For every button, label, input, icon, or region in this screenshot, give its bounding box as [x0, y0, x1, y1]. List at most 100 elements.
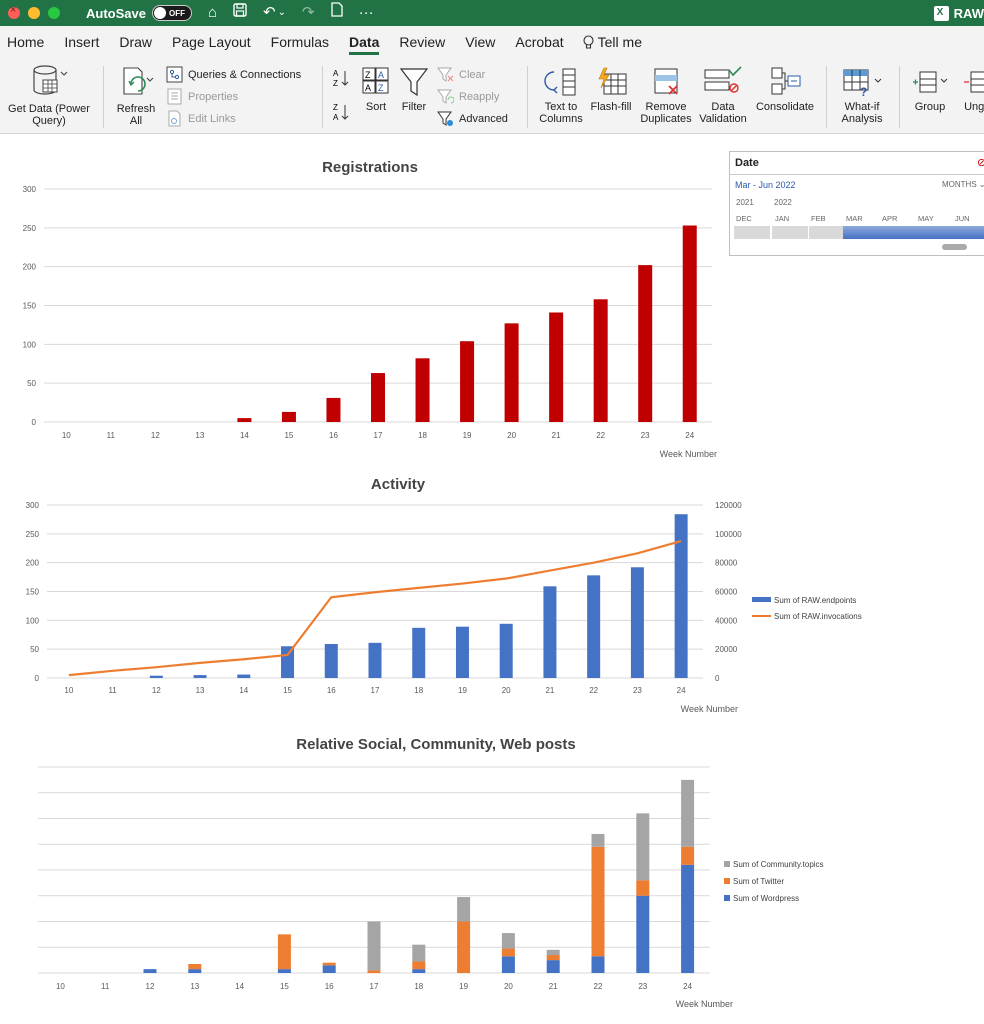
flash-fill-icon	[598, 67, 627, 95]
toggle-knob	[153, 7, 166, 19]
endpoints-bar	[412, 627, 426, 678]
slicer-scrollbar[interactable]	[942, 244, 967, 250]
edit-links-label: Edit Links	[188, 112, 236, 125]
window-controls	[8, 4, 60, 19]
excel-icon	[933, 5, 949, 21]
x-tick-label: 17	[374, 431, 383, 440]
flash-fill-button[interactable]: Flash-fill	[586, 66, 636, 113]
text-to-columns-button[interactable]: Text to Columns	[535, 66, 587, 125]
undo-dropdown-icon[interactable]: ⌄	[277, 7, 286, 18]
slicer-selected-range[interactable]	[843, 226, 984, 239]
undo-icon[interactable]: ↶	[263, 4, 276, 21]
slicer-cell-jan[interactable]	[772, 226, 808, 239]
properties-button[interactable]: Properties	[166, 88, 238, 105]
registrations-chart-title: Registrations	[322, 159, 418, 176]
tab-formulas[interactable]: Formulas	[270, 34, 330, 50]
advanced-filter-button[interactable]: Advanced	[437, 110, 508, 127]
y-tick-label: 0	[35, 674, 40, 683]
refresh-all-button[interactable]: Refresh All	[110, 64, 162, 127]
endpoints-bar	[281, 646, 295, 678]
date-timeline-slicer[interactable]: Date ⊘ Mar - Jun 2022 MONTHS ⌄ 2021 2022…	[729, 151, 984, 256]
x-axis-label: Week Number	[660, 449, 717, 459]
x-tick-label: 15	[280, 982, 289, 991]
data-validation-icon	[704, 66, 742, 93]
x-tick-label: 11	[107, 431, 116, 440]
database-icon	[33, 65, 68, 95]
endpoints-bar	[674, 514, 688, 678]
x-axis-label: Week Number	[681, 704, 738, 714]
clear-filter-button[interactable]: Clear	[437, 66, 485, 83]
tab-view[interactable]: View	[465, 34, 496, 50]
legend-swatch-community-topics	[724, 861, 730, 867]
x-tick-label: 21	[545, 686, 554, 695]
registrations-chart[interactable]: 0 50 100 150 200 250 300 10 11 12 13 14 15 16 17 18 19 20…	[0, 150, 730, 462]
minimize-window-button[interactable]	[28, 7, 40, 19]
redo-icon[interactable]: ↷	[302, 4, 315, 21]
endpoints-bar	[630, 567, 644, 678]
zoom-window-button[interactable]	[48, 7, 60, 19]
queries-connections-button[interactable]: Queries & Connections	[166, 66, 301, 83]
x-tick-label: 11	[108, 686, 117, 695]
ribbon-separator	[527, 66, 528, 128]
community-topics-bar-segment	[546, 949, 560, 955]
activity-chart-title: Activity	[370, 476, 426, 493]
what-if-analysis-button[interactable]: ? What-if Analysis	[834, 66, 890, 125]
tab-acrobat[interactable]: Acrobat	[515, 34, 564, 50]
group-icon	[913, 71, 948, 93]
more-icon[interactable]: ···	[358, 4, 374, 21]
x-tick-label: 19	[459, 982, 468, 991]
filter-button[interactable]: Filter	[398, 66, 430, 113]
tab-page-layout[interactable]: Page Layout	[172, 34, 251, 50]
remove-duplicates-button[interactable]: Remove Duplicates	[638, 66, 694, 125]
activity-chart[interactable]: 0 50 100 150 200 250 300 0 20000 40000 60000 80000 1…	[0, 492, 900, 722]
tab-home[interactable]: Home	[7, 34, 45, 50]
edit-links-button[interactable]: Edit Links	[166, 110, 236, 127]
endpoints-bar	[193, 675, 207, 678]
home-icon[interactable]: ⌂	[207, 4, 218, 21]
autosave-toggle[interactable]: OFF	[151, 5, 192, 21]
twitter-bar-segment	[636, 880, 650, 896]
clear-filter-icon[interactable]: ⊘	[977, 157, 984, 169]
x-tick-label: 10	[56, 982, 65, 991]
svg-text:Z: Z	[333, 79, 338, 88]
tell-me-search[interactable]: Tell me	[577, 34, 642, 50]
group-label: Group	[914, 101, 946, 113]
slicer-cell-feb[interactable]	[809, 226, 843, 239]
tab-review[interactable]: Review	[399, 34, 446, 50]
tab-insert[interactable]: Insert	[64, 34, 100, 50]
group-button[interactable]: Group	[905, 66, 955, 113]
sort-label: Sort	[365, 101, 387, 113]
ungroup-button[interactable]: Ungr	[956, 66, 984, 113]
slicer-cell-dec[interactable]	[734, 226, 770, 239]
legend-label-endpoints: Sum of RAW.endpoints	[774, 596, 856, 605]
x-tick-label: 18	[414, 686, 423, 695]
registrations-bar	[682, 225, 697, 422]
posts-chart[interactable]: 10 11 12 13 14 15 16 17 18 19 20 21 22 23 24 Sum of Com…	[0, 756, 900, 1020]
slicer-range-label: Mar - Jun 2022	[735, 180, 796, 190]
endpoints-bar	[368, 642, 382, 678]
community-topics-bar-segment	[412, 944, 426, 962]
save-icon[interactable]	[233, 0, 247, 26]
remove-duplicates-icon	[654, 68, 678, 95]
consolidate-button[interactable]: Consolidate	[752, 66, 818, 113]
close-window-button[interactable]	[8, 4, 20, 19]
legend-swatch-twitter	[724, 878, 730, 884]
time-level-dropdown[interactable]: MONTHS ⌄	[942, 180, 984, 189]
legend-label-twitter: Sum of Twitter	[733, 877, 784, 886]
slicer-month: JAN	[775, 214, 790, 223]
tab-data[interactable]: Data	[342, 26, 392, 58]
data-validation-label-1: Data	[711, 101, 735, 113]
tab-draw[interactable]: Draw	[119, 34, 153, 50]
y2-tick-label: 80000	[715, 559, 738, 568]
get-data-button[interactable]: Get Data (Power Query)	[2, 64, 96, 127]
new-document-icon[interactable]	[330, 0, 343, 26]
reapply-button[interactable]: Reapply	[437, 88, 499, 105]
ungroup-icon	[964, 71, 984, 93]
wordpress-bar-segment	[681, 864, 695, 973]
data-validation-button[interactable]: Data Validation	[696, 66, 750, 125]
registrations-bar	[371, 373, 385, 422]
